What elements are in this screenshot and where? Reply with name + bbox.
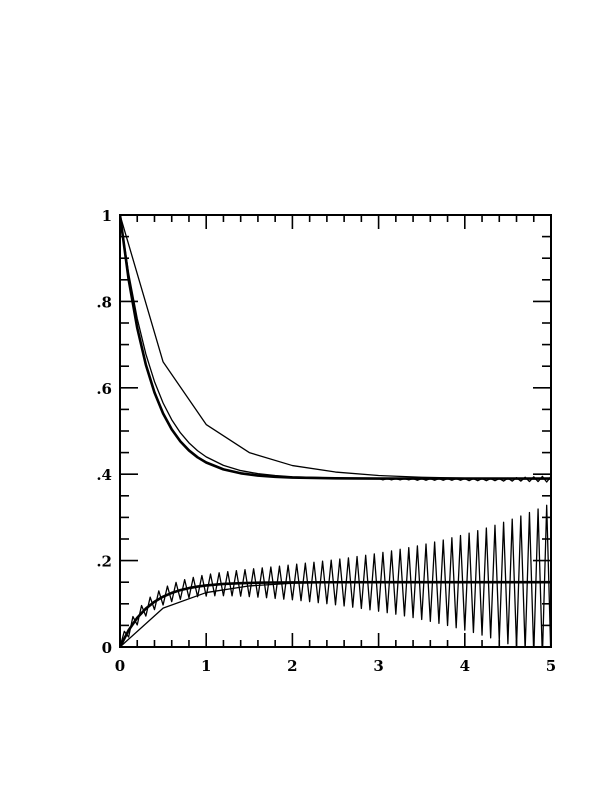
axis-ticks: [119, 214, 552, 648]
y-tick-label: .8: [96, 293, 112, 311]
x-tick-label: 4: [460, 657, 470, 675]
series-line-1: [120, 215, 551, 480]
y-tick-label: 0: [102, 639, 112, 657]
y-tick-label: 1: [102, 207, 112, 225]
series-line-6: [120, 581, 551, 647]
series-line-7: [120, 504, 551, 647]
x-tick-label: 2: [287, 657, 297, 675]
series-line-4: [378, 475, 551, 483]
plot-frame: [119, 214, 552, 648]
y-tick-label: .6: [96, 380, 112, 398]
y-tick-label: .2: [96, 553, 112, 571]
y-tick-label: .4: [96, 466, 112, 484]
series-line-2: [120, 215, 551, 480]
x-tick-label: 1: [201, 657, 211, 675]
x-tick-label: 0: [115, 657, 125, 675]
series-group: [120, 215, 551, 647]
x-tick-label: 5: [546, 657, 556, 675]
series-line-3: [120, 215, 551, 480]
series-line-5: [120, 580, 551, 647]
tick-labels: 0 1 2 3 4 5 0 .2 .4 .6 .8 1: [96, 207, 556, 675]
x-tick-label: 3: [373, 657, 383, 675]
